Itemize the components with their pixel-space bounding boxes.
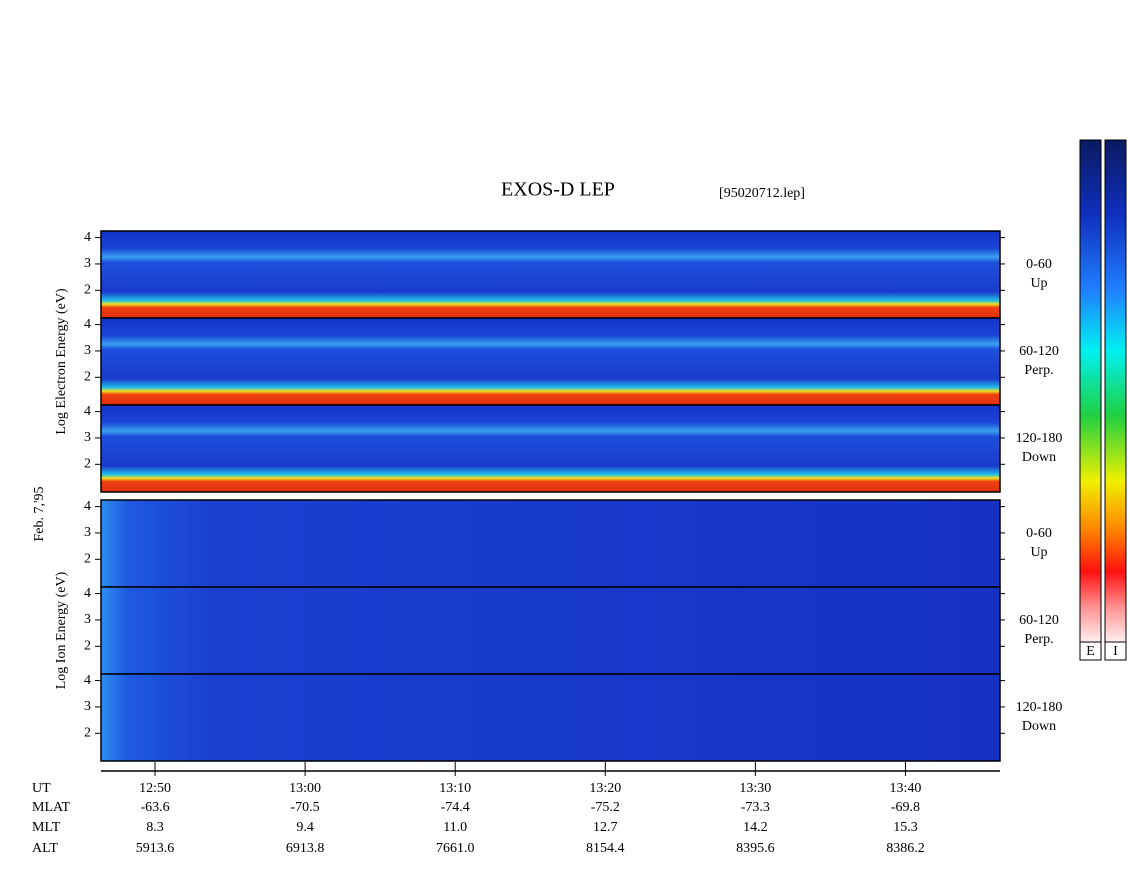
y-tick-label: 3 bbox=[84, 430, 91, 445]
x-tick-label: 12:50 bbox=[139, 781, 171, 796]
colorbar-label-box bbox=[1104, 641, 1127, 661]
y-tick-label: 3 bbox=[84, 612, 91, 627]
ephemeris-value: 8395.6 bbox=[736, 841, 775, 856]
ephemeris-value: 8.3 bbox=[146, 820, 164, 835]
ephemeris-value: 15.3 bbox=[893, 820, 918, 835]
y-tick-label: 4 bbox=[84, 404, 91, 419]
y-tick-label: 4 bbox=[84, 586, 91, 601]
panel-label: Down bbox=[1022, 719, 1056, 734]
colorbar bbox=[1079, 139, 1102, 643]
colorbar bbox=[1104, 139, 1127, 643]
x-tick-label: 13:00 bbox=[289, 781, 321, 796]
y-tick-label: 3 bbox=[84, 343, 91, 358]
y-tick-label: 3 bbox=[84, 525, 91, 540]
y-tick-label: 4 bbox=[84, 499, 91, 514]
group-label: Log Electron Energy (eV) bbox=[54, 288, 69, 435]
ephemeris-value: -73.3 bbox=[741, 800, 770, 815]
x-tick-label: 13:40 bbox=[890, 781, 922, 796]
x-tick-label: 13:30 bbox=[739, 781, 771, 796]
panel-label: 60-120 bbox=[1019, 613, 1059, 628]
panel-label: Down bbox=[1022, 450, 1056, 465]
ephemeris-name: ALT bbox=[32, 841, 58, 856]
y-tick-label: 2 bbox=[84, 283, 91, 298]
y-tick-label: 2 bbox=[84, 726, 91, 741]
spectrogram-panel bbox=[100, 673, 1001, 762]
ephemeris-value: -74.4 bbox=[441, 800, 470, 815]
spectrogram-panel bbox=[100, 230, 1001, 319]
ephemeris-value: 6913.8 bbox=[286, 841, 325, 856]
panel-label: Up bbox=[1030, 545, 1047, 560]
panel-label: Perp. bbox=[1024, 632, 1053, 647]
ephemeris-value: 5913.6 bbox=[136, 841, 175, 856]
panel-label: 60-120 bbox=[1019, 344, 1059, 359]
ephemeris-value: -75.2 bbox=[591, 800, 620, 815]
group-label: Log Ion Energy (eV) bbox=[54, 571, 69, 689]
spectrogram-panel bbox=[100, 499, 1001, 588]
ephemeris-value: 14.2 bbox=[743, 820, 768, 835]
x-tick-label: 13:20 bbox=[589, 781, 621, 796]
colorbars: E I bbox=[1079, 139, 1127, 661]
ephemeris-value: 9.4 bbox=[296, 820, 314, 835]
y-tick-label: 2 bbox=[84, 457, 91, 472]
panel-label: 0-60 bbox=[1026, 257, 1052, 272]
chart-subtitle: [95020712.lep] bbox=[719, 186, 805, 201]
ephemeris-value: -63.6 bbox=[140, 800, 169, 815]
ephemeris-name: UT bbox=[32, 781, 51, 796]
panel-label: Up bbox=[1030, 276, 1047, 291]
y-tick-label: 4 bbox=[84, 317, 91, 332]
panel-label: 120-180 bbox=[1016, 700, 1063, 715]
date-label: Feb. 7,'95 bbox=[32, 486, 47, 541]
spectrogram-panel bbox=[100, 317, 1001, 406]
ephemeris-value: 7661.0 bbox=[436, 841, 475, 856]
colorbar-label: E bbox=[1086, 644, 1095, 659]
panel-label: 0-60 bbox=[1026, 526, 1052, 541]
panel-label: Perp. bbox=[1024, 363, 1053, 378]
ephemeris-value: 12.7 bbox=[593, 820, 618, 835]
y-tick-label: 4 bbox=[84, 230, 91, 245]
ephemeris-name: MLT bbox=[32, 820, 61, 835]
y-tick-label: 2 bbox=[84, 639, 91, 654]
ephemeris-value: -69.8 bbox=[891, 800, 920, 815]
ephemeris-value: 8386.2 bbox=[886, 841, 925, 856]
x-tick-label: 13:10 bbox=[439, 781, 471, 796]
ephemeris-value: 8154.4 bbox=[586, 841, 625, 856]
ephemeris-value: -70.5 bbox=[291, 800, 320, 815]
panel-label: 120-180 bbox=[1016, 431, 1063, 446]
spectrogram-panel bbox=[100, 404, 1001, 493]
colorbar-label-box bbox=[1079, 641, 1102, 661]
y-tick-label: 3 bbox=[84, 256, 91, 271]
y-tick-label: 2 bbox=[84, 552, 91, 567]
y-tick-label: 4 bbox=[84, 673, 91, 688]
y-tick-label: 3 bbox=[84, 699, 91, 714]
chart-title: EXOS-D LEP bbox=[501, 179, 615, 201]
colorbar-label: I bbox=[1113, 644, 1118, 659]
ephemeris-value: 11.0 bbox=[443, 820, 467, 835]
y-tick-label: 2 bbox=[84, 370, 91, 385]
spectrogram-panel bbox=[100, 586, 1001, 675]
ephemeris-name: MLAT bbox=[32, 800, 71, 815]
